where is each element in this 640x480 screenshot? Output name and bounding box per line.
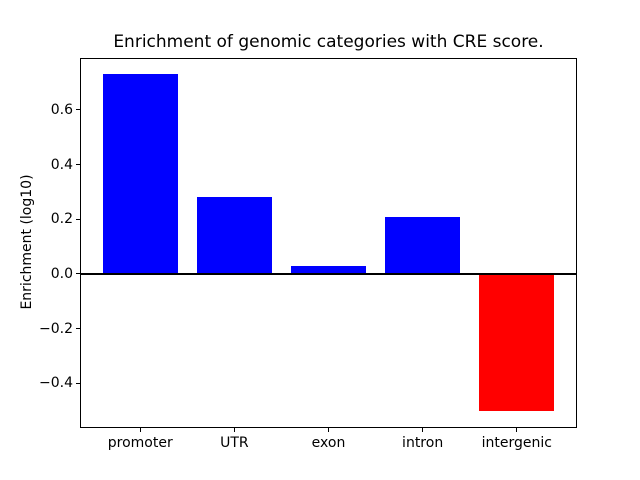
x-tick-mark [328,427,329,432]
x-tick-mark [139,427,141,432]
chart-title: Enrichment of genomic categories with CR… [113,32,544,52]
x-tick-label-UTR: UTR [220,435,249,451]
bar-promoter [102,74,178,274]
y-tick-label: −0.4 [39,375,73,392]
x-tick-mark [516,427,518,432]
x-tick-label-promoter: promoter [107,435,173,451]
bar-exon [290,265,367,274]
x-tick-label-intron: intron [402,435,444,451]
y-tick-label: 0.2 [50,211,73,228]
bar-intergenic [479,273,555,411]
y-tick-mark [76,109,80,111]
y-tick-mark [76,273,80,275]
x-tick-mark [233,427,235,432]
zero-line [80,272,577,276]
x-tick-mark [422,427,424,432]
x-tick-label-exon: exon [311,435,346,451]
y-tick-mark [76,164,80,166]
y-tick-mark [76,328,80,330]
y-tick-label: 0.4 [50,156,73,173]
bar-intron [384,216,461,274]
y-tick-label: −0.2 [39,320,73,337]
y-tick-label: 0.6 [50,101,73,118]
y-tick-mark [76,382,80,384]
x-tick-label-intergenic: intergenic [481,435,552,451]
y-tick-label: 0.0 [50,265,73,282]
y-tick-mark [76,218,80,220]
y-axis-label: Enrichment (log10) [19,174,35,310]
bar-UTR [196,197,273,274]
